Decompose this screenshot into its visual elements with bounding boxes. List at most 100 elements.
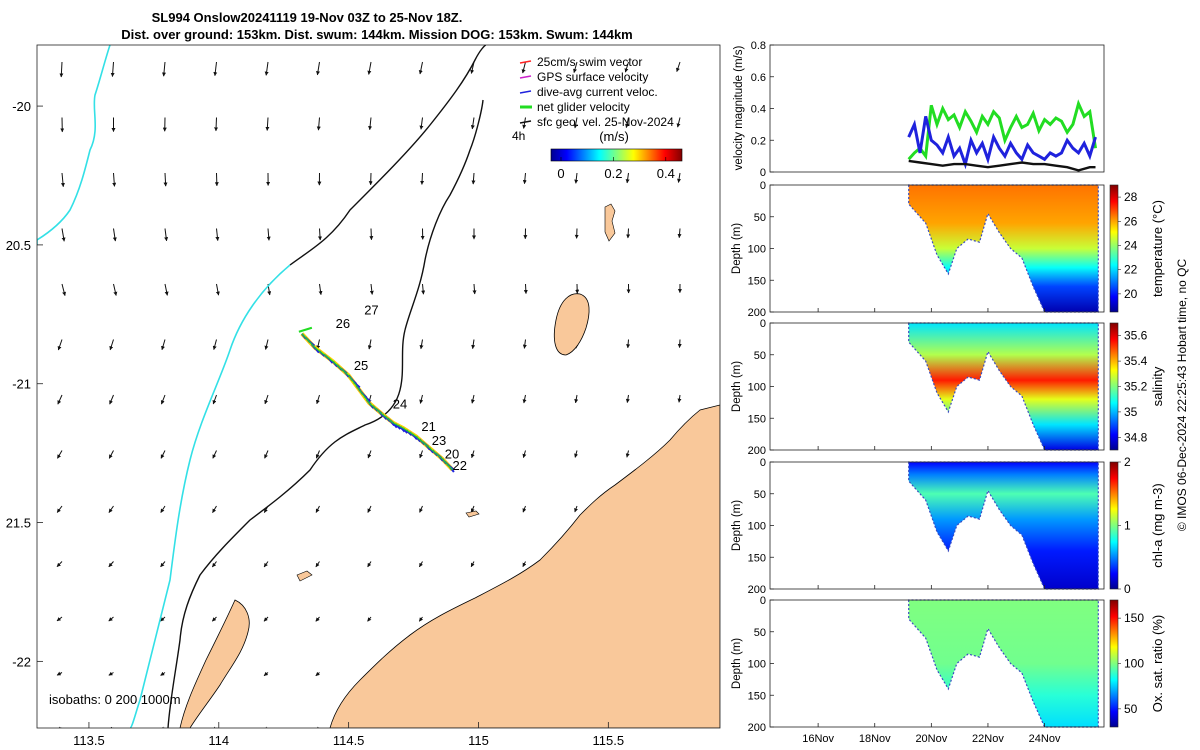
surface-velocity-arrow	[164, 228, 169, 242]
map-x-tick-label: 114.5	[333, 733, 365, 748]
surface-velocity-arrow	[263, 616, 269, 622]
surface-velocity-arrow	[624, 61, 629, 73]
surface-velocity-arrow	[109, 394, 114, 405]
surface-velocity-arrow	[367, 505, 372, 513]
colorbar-tick-label: 26	[1124, 214, 1138, 228]
surface-velocity-arrow	[522, 450, 527, 458]
surface-velocity-arrow	[419, 117, 424, 130]
surface-velocity-arrow	[212, 339, 217, 351]
barrow-island	[553, 293, 590, 356]
surface-velocity-arrow	[625, 394, 630, 403]
surface-velocity-arrow	[214, 117, 219, 132]
surface-velocity-arrow	[676, 61, 681, 73]
section-panel-3: 0 50 100 150 200 Depth (m) 2 1 0 chl-a (mg m-3)	[731, 455, 1165, 596]
legend-label: sfc geo. vel. 25-Nov-2024	[537, 115, 674, 129]
surface-velocity-arrow	[212, 394, 217, 405]
colorbar-tick-label: 0	[1124, 582, 1131, 596]
map-y-ticks: -20 20.5 -21 21.5 -22	[6, 99, 43, 669]
velocity-y-tick-label: 0.4	[751, 104, 766, 116]
surface-velocity-arrow	[215, 228, 220, 241]
surface-velocity-arrow	[367, 339, 372, 350]
surface-velocity-arrow	[264, 394, 269, 405]
surface-velocity-arrow	[59, 61, 64, 78]
surface-velocity-arrow	[211, 616, 217, 622]
depth-axis-label: Depth (m)	[731, 361, 743, 412]
legend-label: GPS surface velocity	[537, 70, 648, 84]
surface-velocity-arrow	[266, 228, 271, 241]
depth-axis-label: Depth (m)	[731, 223, 743, 274]
figure-subtitle: Dist. over ground: 153km. Dist. swum: 14…	[121, 27, 633, 42]
colorbar-tick-label: 35.4	[1124, 354, 1148, 368]
depth-tick-label: 150	[748, 690, 766, 702]
legend-time-label: 4h	[512, 129, 525, 143]
colorbar-tick-label: 100	[1124, 657, 1144, 671]
time-tick-label: 22Nov	[972, 733, 1004, 745]
depth-tick-label: 0	[760, 180, 766, 192]
colorbar-title: (m/s)	[599, 129, 629, 144]
surface-velocity-arrow	[677, 172, 682, 183]
surface-velocity-arrow	[471, 339, 476, 350]
isobath-1000m-south	[37, 240, 291, 728]
mainland-coast	[329, 404, 720, 728]
colorbar-label: temperature (°C)	[1150, 200, 1165, 297]
map-content: 20 21 22 23 24 25 26 27	[37, 45, 720, 728]
surface-velocity-arrow	[470, 450, 475, 459]
day-label: 27	[364, 302, 378, 317]
surface-velocity-arrow	[470, 505, 475, 513]
surface-velocity-arrow	[213, 61, 218, 77]
depth-tick-label: 200	[748, 307, 766, 319]
map-y-tick-label: 21.5	[6, 516, 31, 531]
surface-velocity-arrow	[574, 450, 579, 458]
depth-tick-label: 0	[760, 318, 766, 330]
legend-label: dive-avg current veloc.	[537, 85, 658, 99]
surface-velocity-arrow	[369, 283, 374, 295]
surface-velocity-arrow	[316, 61, 320, 76]
surface-velocity-arrow	[264, 61, 269, 76]
surface-velocity-arrow	[522, 561, 527, 568]
footer-credit: © IMOS 06-Dec-2024 22:25:43 Hobart time,…	[1175, 259, 1189, 532]
surface-velocity-arrow	[108, 671, 114, 676]
surface-velocity-arrow	[161, 339, 166, 351]
surface-velocity-arrow	[160, 671, 166, 676]
surface-velocity-arrow	[163, 172, 168, 187]
surface-velocity-arrow	[57, 339, 63, 351]
section-colorbar	[1109, 461, 1119, 590]
depth-tick-label: 150	[748, 413, 766, 425]
surface-velocity-arrow	[212, 505, 217, 513]
southwest-island	[179, 599, 250, 728]
section-colorbar	[1109, 599, 1119, 728]
legend-swatch	[519, 90, 532, 94]
depth-axis-label: Depth (m)	[731, 500, 743, 551]
surface-velocity-arrow	[108, 561, 114, 568]
surface-velocity-arrow	[211, 561, 217, 568]
colorbar-tick-label: 22	[1124, 263, 1138, 277]
montebello-islands	[604, 203, 616, 242]
surface-velocity-arrow	[112, 172, 117, 187]
colorbar-tick-label: 2	[1124, 455, 1131, 469]
map-y-tick-label: 20.5	[6, 238, 31, 253]
surface-velocity-arrow	[421, 283, 426, 295]
section-bottom-profile	[908, 184, 1099, 313]
surface-velocity-arrow	[418, 616, 424, 622]
surface-velocity-arrow	[56, 561, 63, 568]
map-y-tick-label: -20	[12, 99, 31, 114]
velocity-y-tick-label: 0.2	[751, 135, 766, 147]
surface-velocity-arrow	[315, 671, 320, 677]
depth-tick-label: 200	[748, 722, 766, 734]
surface-velocity-arrow	[160, 450, 166, 459]
depth-tick-label: 50	[754, 212, 766, 224]
surface-velocity-arrow	[573, 117, 578, 129]
surface-velocity-arrow	[419, 394, 424, 404]
surface-velocity-arrow	[573, 61, 578, 73]
surface-velocity-arrow	[677, 394, 682, 403]
depth-tick-label: 50	[754, 350, 766, 362]
colorbar-tick-label: 150	[1124, 611, 1144, 625]
surface-velocity-arrow	[367, 561, 372, 568]
surface-velocity-arrow	[212, 450, 217, 459]
surface-velocity-arrow	[57, 394, 63, 405]
surface-velocity-arrow	[215, 283, 220, 296]
surface-velocity-arrow	[574, 172, 579, 184]
